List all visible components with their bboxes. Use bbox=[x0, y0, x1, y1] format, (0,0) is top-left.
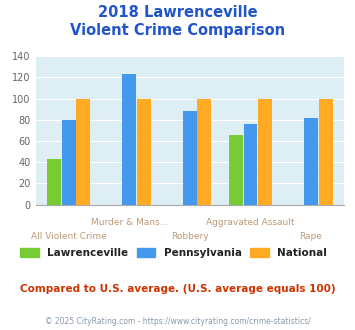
Bar bbox=[62, 120, 76, 205]
Bar bbox=[319, 99, 333, 205]
Bar bbox=[197, 99, 212, 205]
Text: Robbery: Robbery bbox=[171, 232, 209, 241]
Bar bbox=[258, 99, 272, 205]
Bar bbox=[183, 111, 197, 205]
Text: Violent Crime Comparison: Violent Crime Comparison bbox=[70, 23, 285, 38]
Text: Compared to U.S. average. (U.S. average equals 100): Compared to U.S. average. (U.S. average … bbox=[20, 284, 335, 294]
Text: Aggravated Assault: Aggravated Assault bbox=[206, 218, 295, 227]
Bar bbox=[47, 159, 61, 205]
Text: 2018 Lawrenceville: 2018 Lawrenceville bbox=[98, 5, 257, 20]
Bar bbox=[122, 74, 136, 205]
Bar bbox=[137, 99, 151, 205]
Text: All Violent Crime: All Violent Crime bbox=[31, 232, 107, 241]
Legend: Lawrenceville, Pennsylvania, National: Lawrenceville, Pennsylvania, National bbox=[16, 244, 331, 262]
Bar bbox=[229, 135, 243, 205]
Bar bbox=[76, 99, 90, 205]
Text: Rape: Rape bbox=[300, 232, 322, 241]
Text: © 2025 CityRating.com - https://www.cityrating.com/crime-statistics/: © 2025 CityRating.com - https://www.city… bbox=[45, 317, 310, 326]
Bar bbox=[304, 117, 318, 205]
Bar bbox=[244, 124, 257, 205]
Text: Murder & Mans...: Murder & Mans... bbox=[91, 218, 168, 227]
